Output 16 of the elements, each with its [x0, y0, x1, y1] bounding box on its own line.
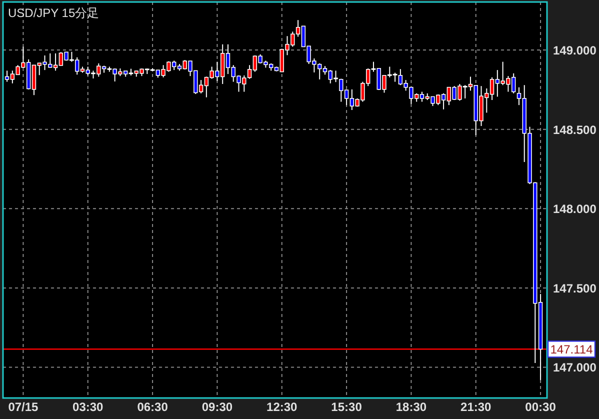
xtick: 18:30	[396, 400, 427, 414]
xtick: 15:30	[331, 400, 362, 414]
xtick: 21:30	[460, 400, 492, 414]
ytick: 147.500	[553, 281, 596, 296]
ref-label: 147.114	[550, 342, 593, 357]
xtick: 07/15	[8, 400, 38, 414]
xtick: 06:30	[137, 400, 168, 414]
ytick: 147.000	[553, 360, 596, 375]
xtick: 00:30	[525, 400, 556, 414]
xtick: 12:30	[266, 400, 298, 414]
title: USD/JPY 15分足	[8, 6, 100, 20]
ytick: 148.500	[553, 122, 596, 137]
ytick: 149.000	[553, 44, 596, 58]
ytick: 148.000	[553, 202, 596, 216]
xtick: 03:30	[72, 400, 104, 414]
xtick: 09:30	[202, 400, 233, 414]
